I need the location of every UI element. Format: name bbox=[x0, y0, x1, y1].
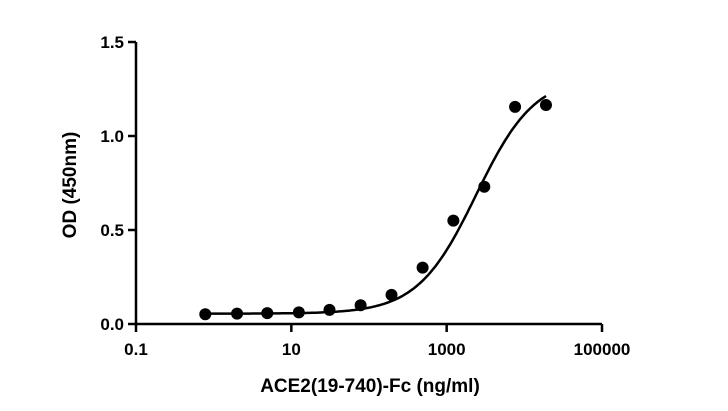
data-point bbox=[509, 100, 522, 113]
y-tick-label: 1.0 bbox=[100, 127, 124, 146]
data-point bbox=[199, 308, 212, 321]
x-axis-title: ACE2(19-740)-Fc (ng/ml) bbox=[260, 376, 480, 397]
y-tick-label: 0.5 bbox=[100, 221, 124, 240]
data-point bbox=[539, 98, 552, 111]
y-tick-label: 1.5 bbox=[100, 33, 124, 52]
data-point bbox=[385, 288, 398, 301]
data-point bbox=[416, 261, 429, 274]
data-point bbox=[231, 307, 244, 320]
data-point bbox=[447, 214, 460, 227]
data-point bbox=[478, 180, 491, 193]
data-point bbox=[261, 307, 274, 320]
x-tick-label: 10 bbox=[282, 340, 301, 359]
fit-curve bbox=[205, 94, 547, 315]
data-points bbox=[199, 98, 552, 321]
x-tick-label: 0.1 bbox=[124, 340, 148, 359]
y-ticks: 0.0 0.5 1.0 1.5 bbox=[100, 33, 136, 334]
data-point bbox=[354, 299, 367, 312]
y-tick-label: 0.0 bbox=[100, 315, 124, 334]
axes bbox=[134, 42, 602, 326]
y-axis-title: OD (450nm) bbox=[60, 132, 81, 239]
x-ticks: 0.1 10 1000 100000 bbox=[124, 324, 630, 359]
data-point bbox=[292, 306, 305, 319]
data-point bbox=[323, 303, 336, 316]
x-tick-label: 1000 bbox=[428, 340, 466, 359]
x-tick-label: 100000 bbox=[574, 340, 631, 359]
